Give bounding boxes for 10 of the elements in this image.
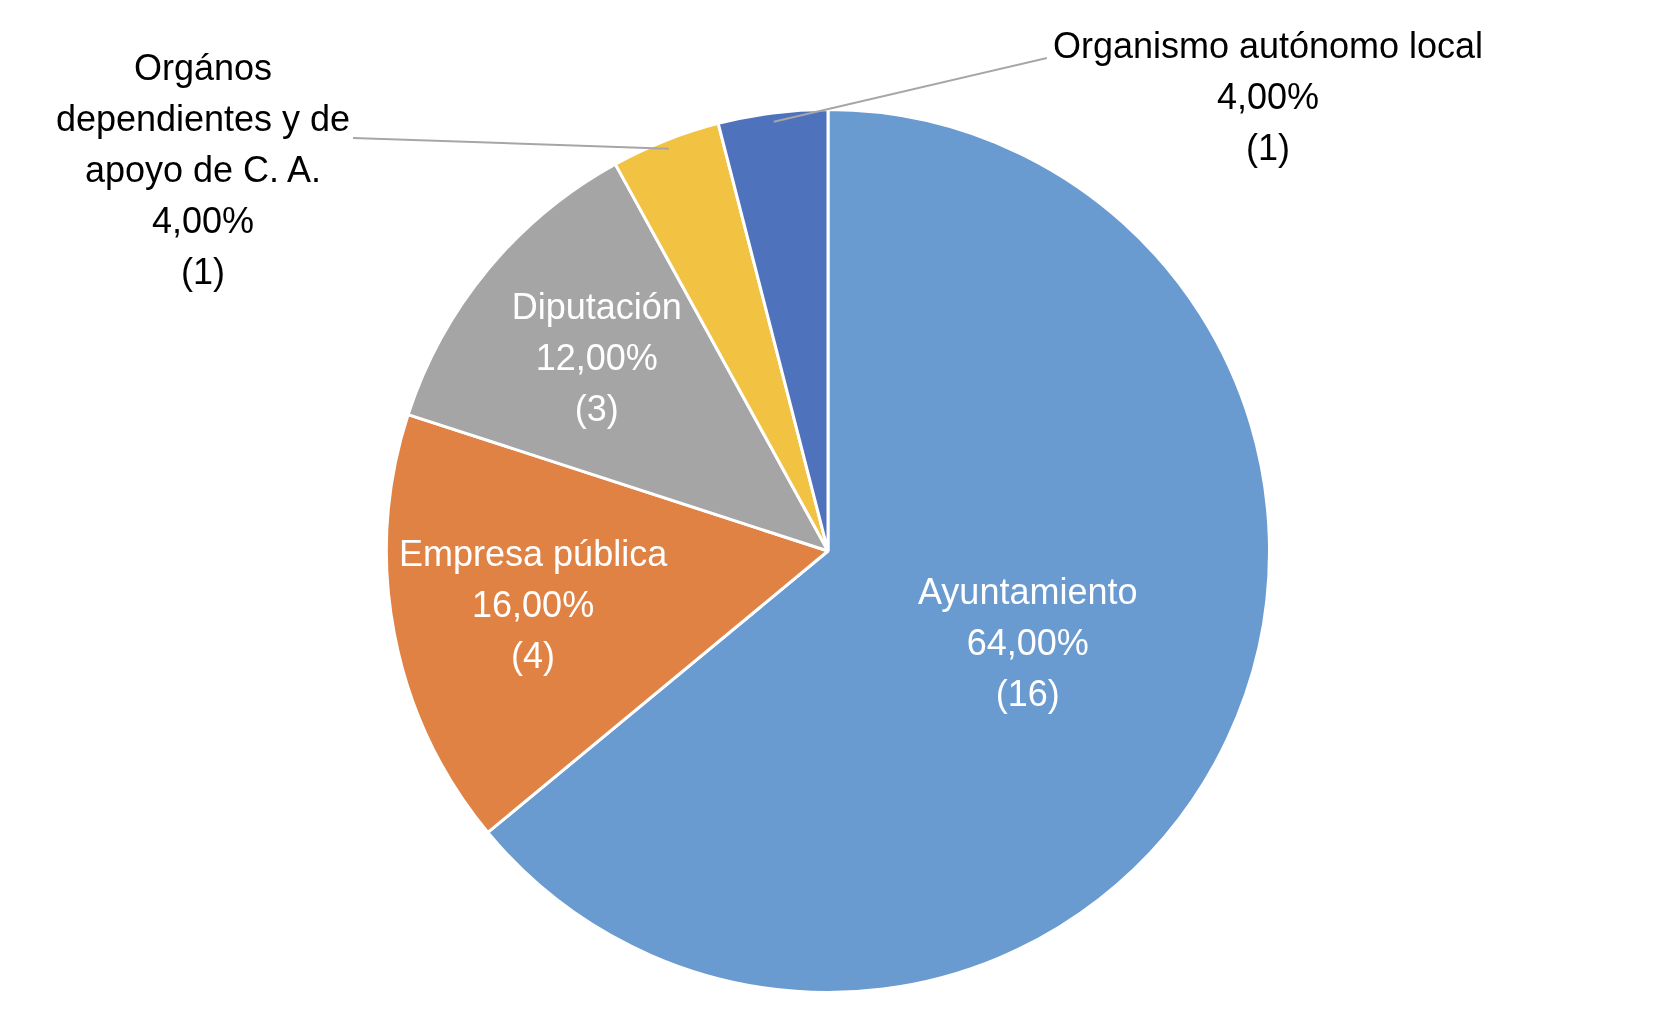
- data-label: 12,00% (3): [535, 336, 658, 429]
- slice-label: Organismo autónomo local: [1052, 24, 1484, 66]
- slice-label: Empresa pública: [399, 533, 669, 575]
- slice-label: Diputación: [511, 285, 682, 327]
- data-label: 64,00% (16): [966, 621, 1089, 714]
- data-label: 4,00% (1): [1216, 75, 1320, 168]
- data-label: 4,00% (1): [151, 199, 255, 292]
- slice-label: Ayuntamiento: [918, 570, 1138, 612]
- data-label: 16,00% (4): [472, 584, 595, 677]
- slice-label: Orgános dependientes y de apoyo de C. A.: [55, 46, 351, 190]
